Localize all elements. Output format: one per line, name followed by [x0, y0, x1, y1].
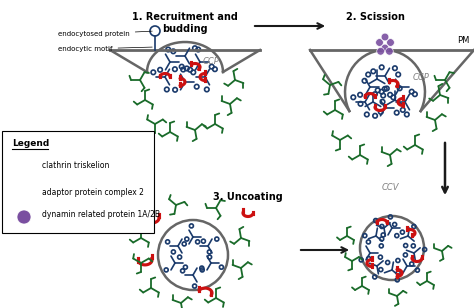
Text: dynamin related protein 1A/2B: dynamin related protein 1A/2B [42, 210, 160, 219]
Text: clathrin triskelion: clathrin triskelion [42, 161, 109, 170]
Text: CCV: CCV [382, 183, 400, 192]
Circle shape [377, 47, 384, 55]
Text: endocytic motif: endocytic motif [58, 46, 152, 52]
Text: 3. Uncoating: 3. Uncoating [213, 192, 283, 202]
Text: adaptor protein complex 2: adaptor protein complex 2 [42, 188, 144, 197]
Circle shape [381, 33, 389, 41]
Text: CCP: CCP [413, 73, 430, 82]
FancyBboxPatch shape [2, 131, 154, 233]
Text: PM: PM [457, 36, 470, 45]
Text: endocytosed protein: endocytosed protein [58, 31, 152, 37]
Text: 1. Recruitment and
budding: 1. Recruitment and budding [132, 12, 238, 34]
Text: 2. Scission: 2. Scission [346, 12, 404, 22]
Circle shape [376, 38, 383, 46]
Text: CCP: CCP [203, 57, 220, 66]
Circle shape [381, 44, 389, 52]
Circle shape [385, 47, 393, 55]
Circle shape [17, 210, 31, 224]
Circle shape [387, 38, 394, 46]
Text: Legend: Legend [12, 139, 49, 148]
